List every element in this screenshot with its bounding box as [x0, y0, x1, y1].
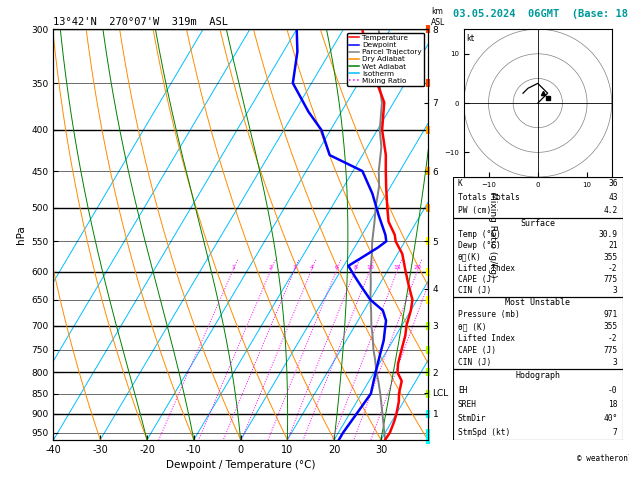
Text: 971: 971 — [603, 310, 618, 319]
Bar — [453, 177, 623, 218]
Y-axis label: Mixing Ratio (g/kg): Mixing Ratio (g/kg) — [487, 191, 497, 278]
Text: 2: 2 — [269, 265, 273, 270]
Text: 36: 36 — [608, 179, 618, 188]
Text: θᴇ(K): θᴇ(K) — [458, 253, 482, 261]
Text: 13°42'N  270°07'W  319m  ASL: 13°42'N 270°07'W 319m ASL — [53, 17, 228, 27]
Text: -2: -2 — [608, 264, 618, 273]
Text: 3: 3 — [613, 358, 618, 367]
Text: Lifted Index: Lifted Index — [458, 264, 515, 273]
Text: StmSpd (kt): StmSpd (kt) — [458, 428, 510, 437]
Text: 10: 10 — [366, 265, 374, 270]
Text: 355: 355 — [603, 253, 618, 261]
Text: 20: 20 — [414, 265, 421, 270]
Bar — [453, 369, 623, 440]
Text: -0: -0 — [608, 386, 618, 395]
Text: 15: 15 — [394, 265, 401, 270]
Text: km
ASL: km ASL — [431, 7, 445, 27]
Text: Temp (°C): Temp (°C) — [458, 230, 501, 239]
Bar — [453, 218, 623, 296]
Text: 03.05.2024  06GMT  (Base: 18): 03.05.2024 06GMT (Base: 18) — [453, 9, 629, 19]
Text: 6: 6 — [335, 265, 338, 270]
Text: K: K — [458, 179, 463, 188]
Text: -2: -2 — [608, 334, 618, 343]
Text: CAPE (J): CAPE (J) — [458, 347, 496, 355]
Bar — [453, 296, 623, 369]
Text: 355: 355 — [603, 322, 618, 331]
Text: θᴇ (K): θᴇ (K) — [458, 322, 486, 331]
Text: 775: 775 — [603, 275, 618, 284]
Text: EH: EH — [458, 386, 467, 395]
Text: 18: 18 — [608, 400, 618, 409]
Text: Most Unstable: Most Unstable — [505, 298, 571, 307]
Text: CIN (J): CIN (J) — [458, 358, 491, 367]
Text: 30.9: 30.9 — [599, 230, 618, 239]
Text: Lifted Index: Lifted Index — [458, 334, 515, 343]
Y-axis label: hPa: hPa — [16, 225, 26, 244]
Text: 43: 43 — [608, 193, 618, 202]
Legend: Temperature, Dewpoint, Parcel Trajectory, Dry Adiabat, Wet Adiabat, Isotherm, Mi: Temperature, Dewpoint, Parcel Trajectory… — [347, 33, 424, 86]
Text: Totals Totals: Totals Totals — [458, 193, 520, 202]
Text: 40°: 40° — [603, 414, 618, 423]
Text: 1: 1 — [231, 265, 235, 270]
Text: Surface: Surface — [520, 219, 555, 228]
Text: 21: 21 — [608, 242, 618, 250]
Text: 4: 4 — [309, 265, 314, 270]
X-axis label: Dewpoint / Temperature (°C): Dewpoint / Temperature (°C) — [166, 460, 315, 470]
Text: CAPE (J): CAPE (J) — [458, 275, 496, 284]
Text: Dewp (°C): Dewp (°C) — [458, 242, 501, 250]
Text: 775: 775 — [603, 347, 618, 355]
Text: 4.2: 4.2 — [603, 207, 618, 215]
Text: 3: 3 — [613, 286, 618, 295]
Text: CIN (J): CIN (J) — [458, 286, 491, 295]
Text: kt: kt — [466, 34, 474, 43]
Text: StmDir: StmDir — [458, 414, 486, 423]
Text: Hodograph: Hodograph — [515, 371, 560, 381]
Text: Pressure (mb): Pressure (mb) — [458, 310, 520, 319]
Text: 8: 8 — [353, 265, 357, 270]
Text: PW (cm): PW (cm) — [458, 207, 491, 215]
Text: © weatheronline.co.uk: © weatheronline.co.uk — [577, 454, 629, 464]
Text: 7: 7 — [613, 428, 618, 437]
Text: SREH: SREH — [458, 400, 477, 409]
Text: 3: 3 — [292, 265, 296, 270]
